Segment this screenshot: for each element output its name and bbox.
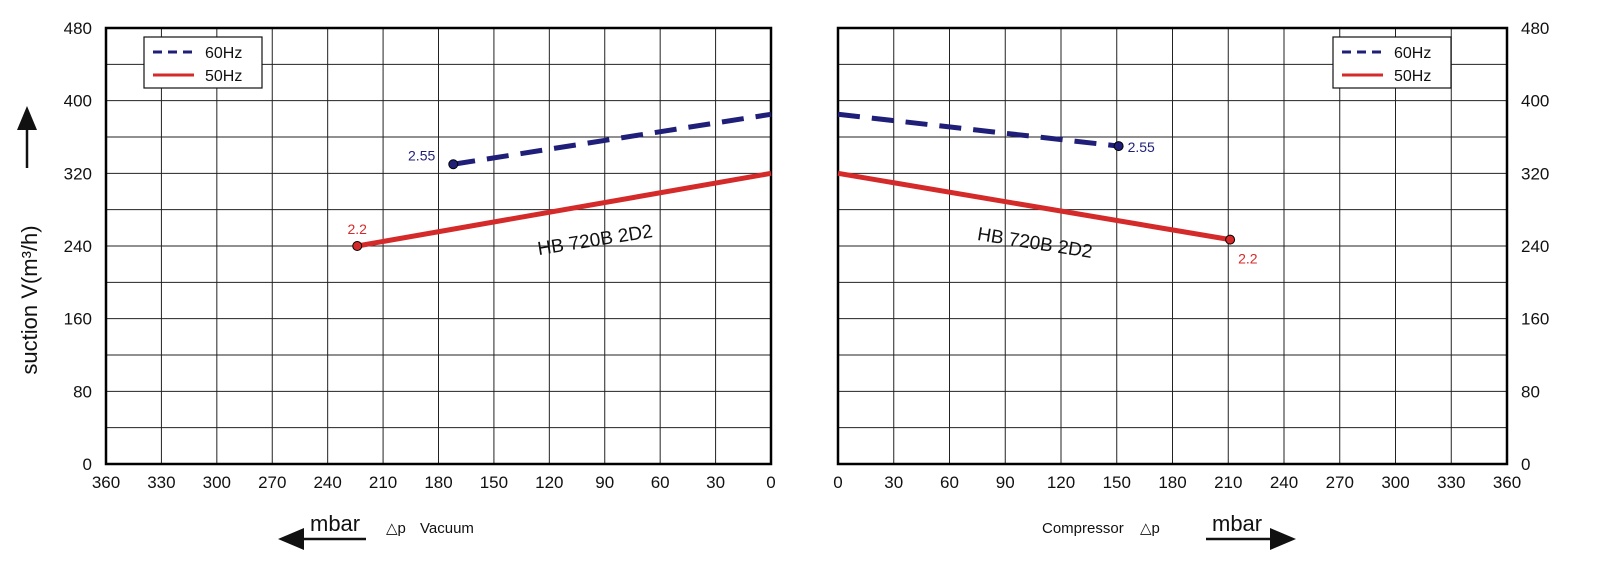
legend-box	[143, 36, 263, 89]
x-tick-label: 150	[480, 473, 508, 492]
x-tick-label: 270	[258, 473, 286, 492]
y-tick-label: 0	[83, 455, 92, 474]
x-tick-label: 240	[313, 473, 341, 492]
legend-entry-50hz: 50Hz	[205, 68, 242, 85]
y-tick-label: 80	[1521, 382, 1540, 401]
x-tick-label: 60	[940, 473, 959, 492]
x-tick-label: 270	[1326, 473, 1354, 492]
legend: 60Hz 50Hz	[143, 36, 263, 89]
y-tick-label: 320	[64, 164, 92, 183]
left-arrow-icon	[278, 528, 366, 550]
x-tick-label: 300	[203, 473, 231, 492]
legend-entry-60hz: 60Hz	[1394, 45, 1431, 62]
model-label: HB 720B 2D2	[976, 224, 1094, 263]
compressor-x-label: Compressor △p mbar	[1042, 511, 1296, 550]
x-tick-label: 360	[1493, 473, 1521, 492]
series-end-label-60hz: 2.55	[1128, 139, 1155, 155]
y-tick-label: 240	[64, 237, 92, 256]
y-tick-label: 400	[1521, 92, 1549, 111]
compressor-panel: 0 30 60 90 120 150 180 210 240 270 300 330 360080160…	[833, 19, 1549, 492]
y-tick-label: 80	[73, 382, 92, 401]
y-tick-label: 400	[64, 92, 92, 111]
x-tick-label: 0	[833, 473, 842, 492]
x-tick-label: 330	[1437, 473, 1465, 492]
y-tick-label: 320	[1521, 164, 1549, 183]
series-line-50hz	[356, 170, 772, 249]
series-end-label-60hz: 2.55	[408, 147, 435, 163]
y-tick-label: 0	[1521, 455, 1530, 474]
x-tick-label: 330	[147, 473, 175, 492]
legend-box	[1332, 36, 1452, 89]
series-endpoint-60hz	[448, 159, 459, 170]
series-endpoint-60hz	[1113, 141, 1124, 152]
vacuum-panel: 360 330 300 270 240 210 180 150 120 90 60 30 0080160…	[64, 19, 776, 492]
y-tick-label: 160	[64, 310, 92, 329]
series-line-60hz	[837, 111, 1119, 149]
x-tick-label: 210	[1214, 473, 1242, 492]
compressor-axis-text: Compressor	[1042, 520, 1124, 537]
compressor-delta-symbol: △p	[1140, 520, 1160, 537]
y-tick-label: 480	[1521, 19, 1549, 38]
series-endpoint-50hz	[1225, 234, 1236, 245]
x-tick-label: 240	[1270, 473, 1298, 492]
x-tick-label: 90	[996, 473, 1015, 492]
x-tick-label: 90	[595, 473, 614, 492]
series-end-label-50hz: 2.2	[347, 221, 367, 237]
x-tick-label: 60	[651, 473, 670, 492]
x-tick-label: 120	[1047, 473, 1075, 492]
vacuum-delta-symbol: △p	[386, 520, 406, 537]
x-tick-label: 30	[884, 473, 903, 492]
plot-frame	[836, 26, 1509, 466]
right-arrow-icon	[1206, 528, 1296, 550]
x-tick-label: 150	[1103, 473, 1131, 492]
y-axis-arrow-icon	[17, 106, 37, 168]
x-tick-label: 360	[92, 473, 120, 492]
legend-entry-60hz: 60Hz	[205, 45, 242, 62]
series-line-50hz	[837, 170, 1231, 243]
y-tick-label: 240	[1521, 237, 1549, 256]
legend-entry-50hz: 50Hz	[1394, 68, 1431, 85]
y-tick-label: 160	[1521, 310, 1549, 329]
vacuum-unit-label: mbar	[310, 511, 360, 536]
x-tick-label: 30	[706, 473, 725, 492]
y-axis-label: suction V(m³/h)	[17, 225, 42, 374]
model-label: HB 720B 2D2	[536, 221, 654, 260]
series-endpoint-50hz	[352, 241, 363, 251]
vacuum-x-label: mbar △p Vacuum	[278, 511, 474, 550]
x-tick-label: 210	[369, 473, 397, 492]
series-line-60hz	[452, 111, 772, 167]
x-tick-label: 120	[535, 473, 563, 492]
plot-frame	[104, 26, 773, 466]
x-tick-label: 180	[424, 473, 452, 492]
legend: 60Hz 50Hz	[1332, 36, 1452, 89]
x-tick-label: 0	[766, 473, 775, 492]
x-tick-label: 180	[1158, 473, 1186, 492]
compressor-unit-label: mbar	[1212, 511, 1262, 536]
x-tick-label: 300	[1381, 473, 1409, 492]
series-end-label-50hz: 2.2	[1238, 251, 1258, 267]
y-tick-label: 480	[64, 19, 92, 38]
vacuum-axis-text: Vacuum	[420, 520, 474, 537]
